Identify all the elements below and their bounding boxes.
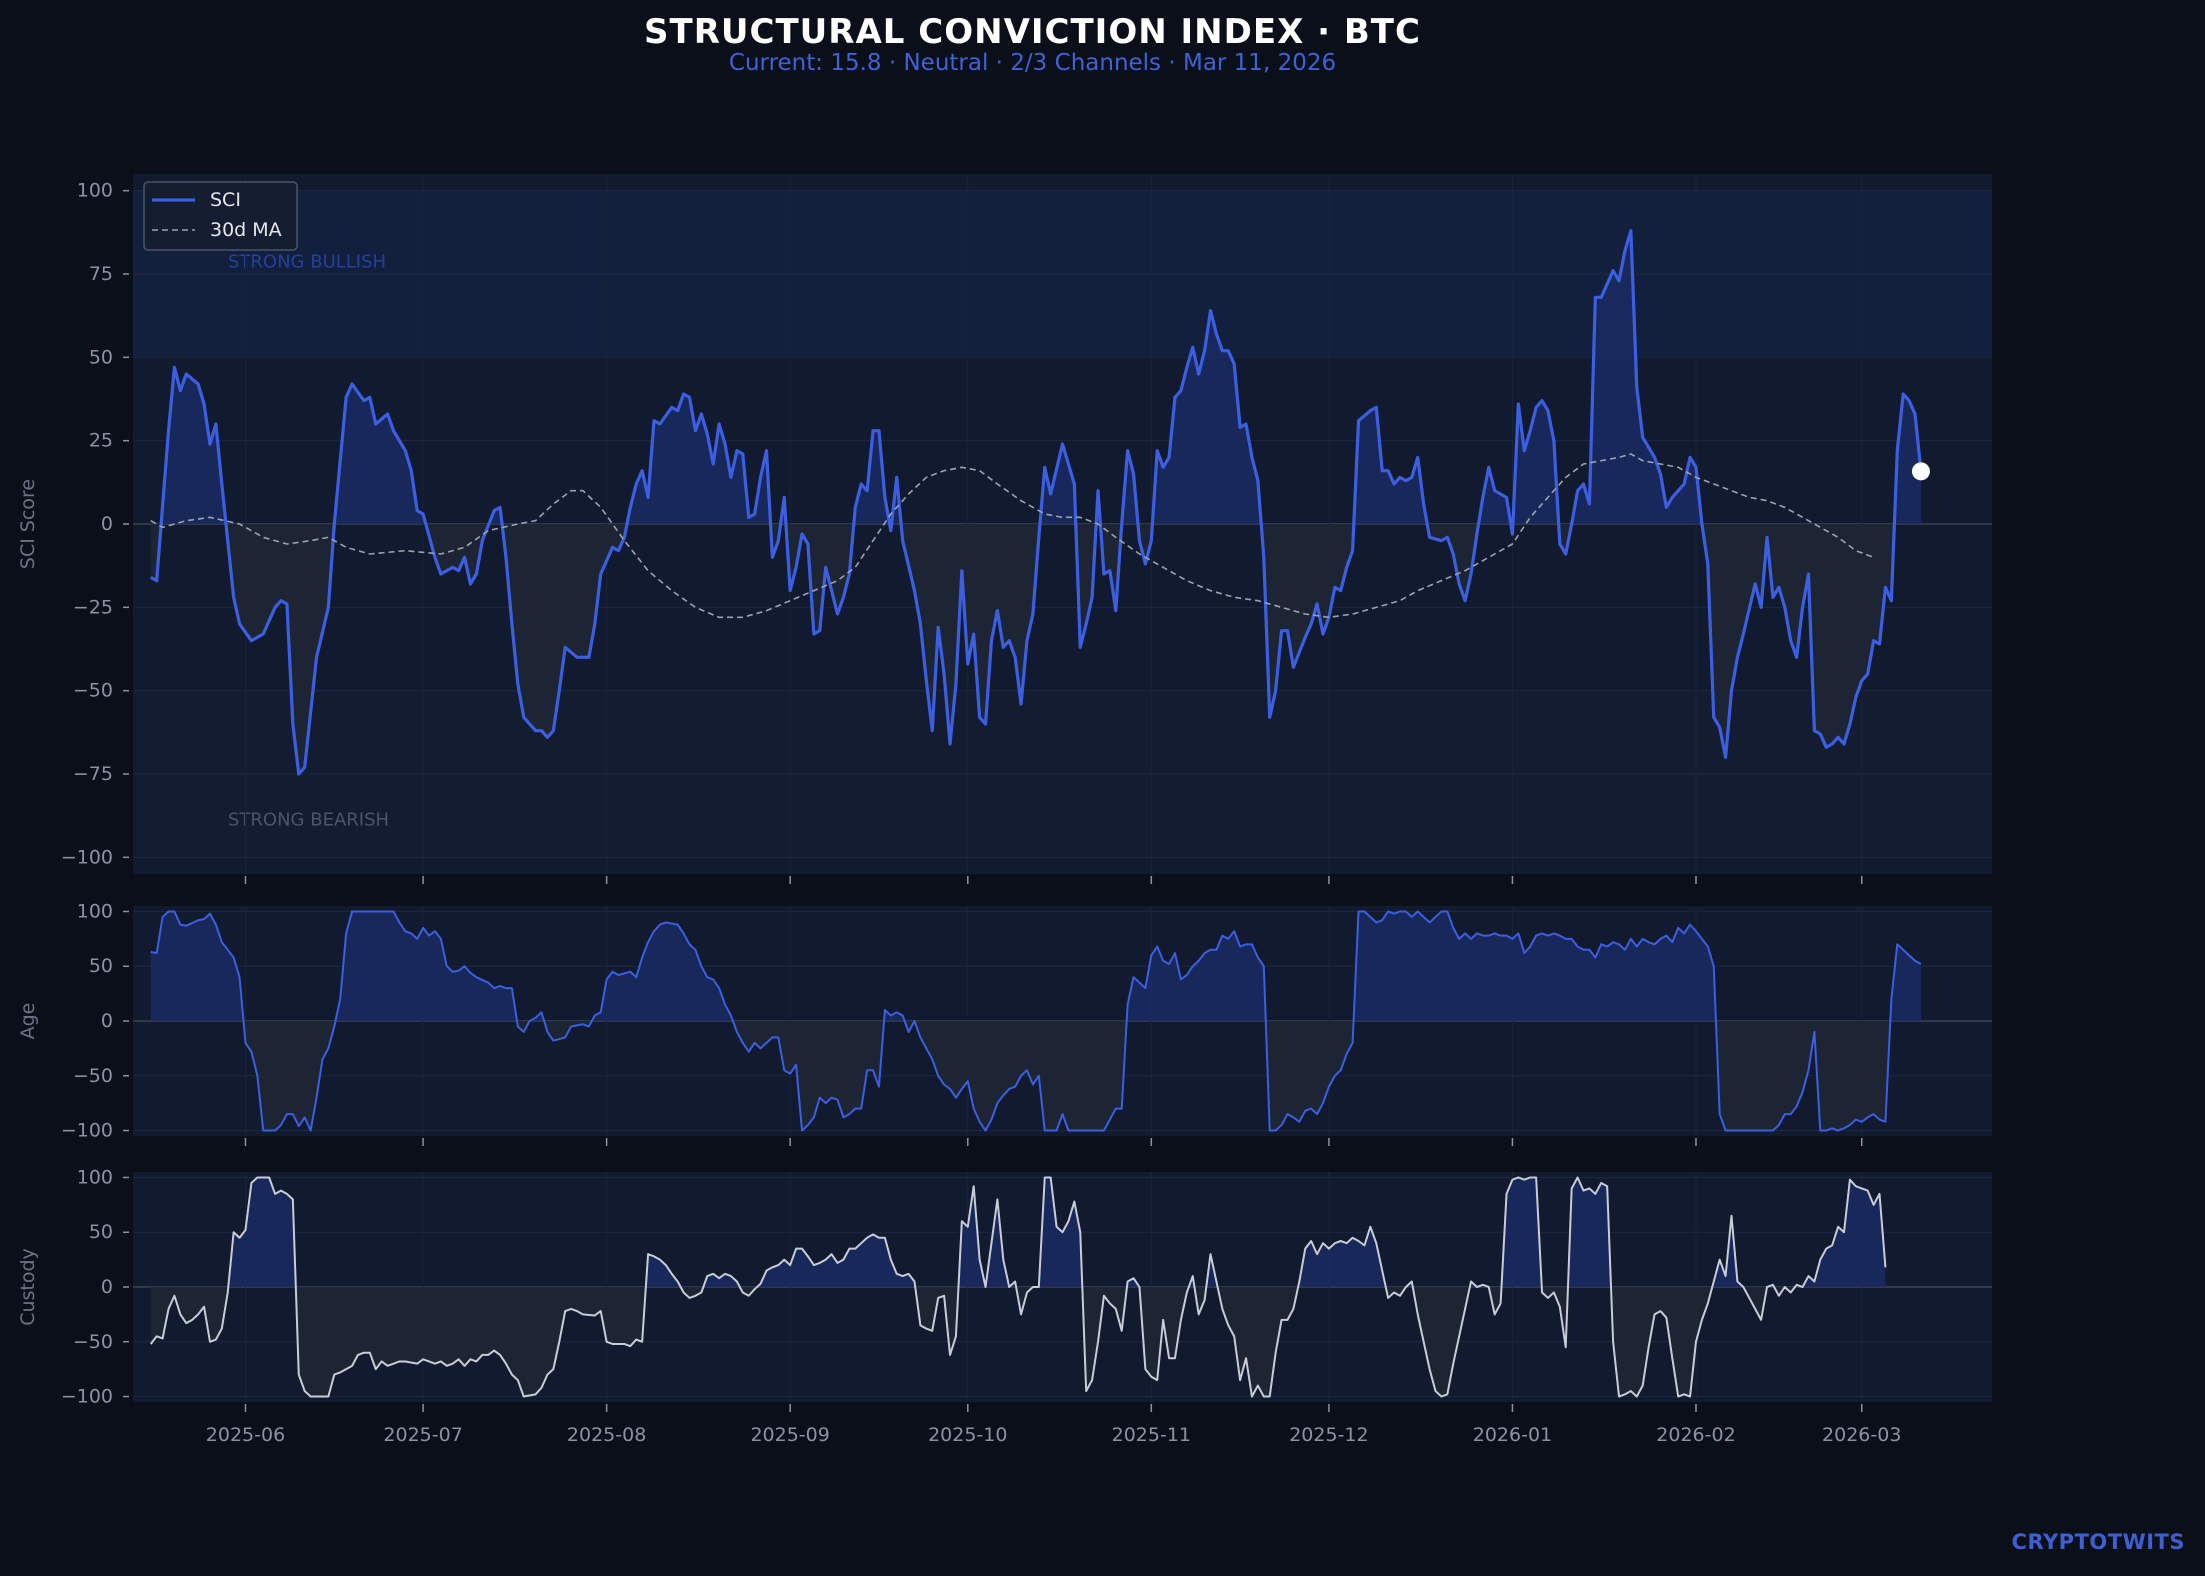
sci-line — [149, 229, 1923, 776]
y-tick-label: −50 — [73, 1065, 113, 1087]
y-tick-label: 50 — [89, 955, 113, 977]
y-tick-label: −50 — [73, 680, 113, 702]
y-tick-label: −100 — [61, 1386, 113, 1408]
x-tick-label: 2026-01 — [1473, 1424, 1552, 1446]
zone-label: STRONG BEARISH — [228, 809, 389, 830]
x-tick-label: 2025-10 — [928, 1424, 1007, 1446]
y-tick-label: 75 — [89, 263, 113, 285]
x-tick-label: 2025-08 — [567, 1424, 646, 1446]
y-tick-label: 0 — [101, 513, 113, 535]
y-tick-label: −25 — [73, 596, 113, 618]
30d-ma-line — [150, 453, 1874, 619]
sci-panel: STRONG BULLISH STRONG BEARISH −100 −75 −50 −2… — [17, 174, 1992, 884]
y-tick-label: −75 — [73, 763, 113, 785]
y-tick-label: 50 — [89, 1221, 113, 1243]
custody-panel: −100 −50 0 50 100 Custody — [17, 1166, 1992, 1412]
zone-label: STRONG BULLISH — [228, 252, 386, 273]
y-tick-label: 0 — [101, 1010, 113, 1032]
y-tick-label: 100 — [77, 900, 113, 922]
y-tick-label: −100 — [61, 846, 113, 868]
chart-title: STRUCTURAL CONVICTION INDEX · BTC — [644, 12, 1421, 52]
age-panel: −100 −50 0 50 100 Age — [17, 900, 1992, 1146]
y-tick-label: −50 — [73, 1331, 113, 1353]
x-tick-label: 2026-02 — [1656, 1424, 1735, 1446]
y-tick-label: 0 — [101, 1276, 113, 1298]
y-tick-label: 50 — [89, 346, 113, 368]
custody-line — [149, 1176, 1887, 1398]
age-line — [150, 910, 1922, 1132]
x-tick-label: 2025-12 — [1289, 1424, 1368, 1446]
legend-entry: SCI — [210, 189, 241, 211]
brand-watermark: CRYPTOTWITS — [2011, 1530, 2185, 1554]
y-tick-label: 100 — [77, 180, 113, 202]
y-tick-label: 25 — [89, 430, 113, 452]
y-axis-label: Custody — [17, 1248, 39, 1326]
y-axis-label: SCI Score — [17, 479, 39, 569]
legend: SCI 30d MA — [143, 181, 298, 251]
x-axis: 2025-06 2025-07 2025-08 2025-09 2025-10 2025-… — [206, 1424, 1902, 1446]
x-tick-label: 2025-09 — [750, 1424, 829, 1446]
current-value-marker — [1911, 462, 1930, 481]
y-axis-label: Age — [17, 1003, 39, 1040]
x-tick-label: 2025-07 — [383, 1424, 462, 1446]
area-negative — [150, 524, 1921, 774]
y-tick-label: 100 — [77, 1166, 113, 1188]
x-tick-label: 2026-03 — [1822, 1424, 1901, 1446]
legend-entry: 30d MA — [210, 219, 282, 241]
area-positive — [150, 911, 1921, 1021]
y-tick-label: −100 — [61, 1120, 113, 1142]
chart-subtitle: Current: 15.8 · Neutral · 2/3 Channels ·… — [728, 50, 1337, 76]
x-tick-label: 2025-11 — [1112, 1424, 1191, 1446]
area-negative — [150, 1021, 1921, 1131]
x-tick-label: 2025-06 — [206, 1424, 285, 1446]
